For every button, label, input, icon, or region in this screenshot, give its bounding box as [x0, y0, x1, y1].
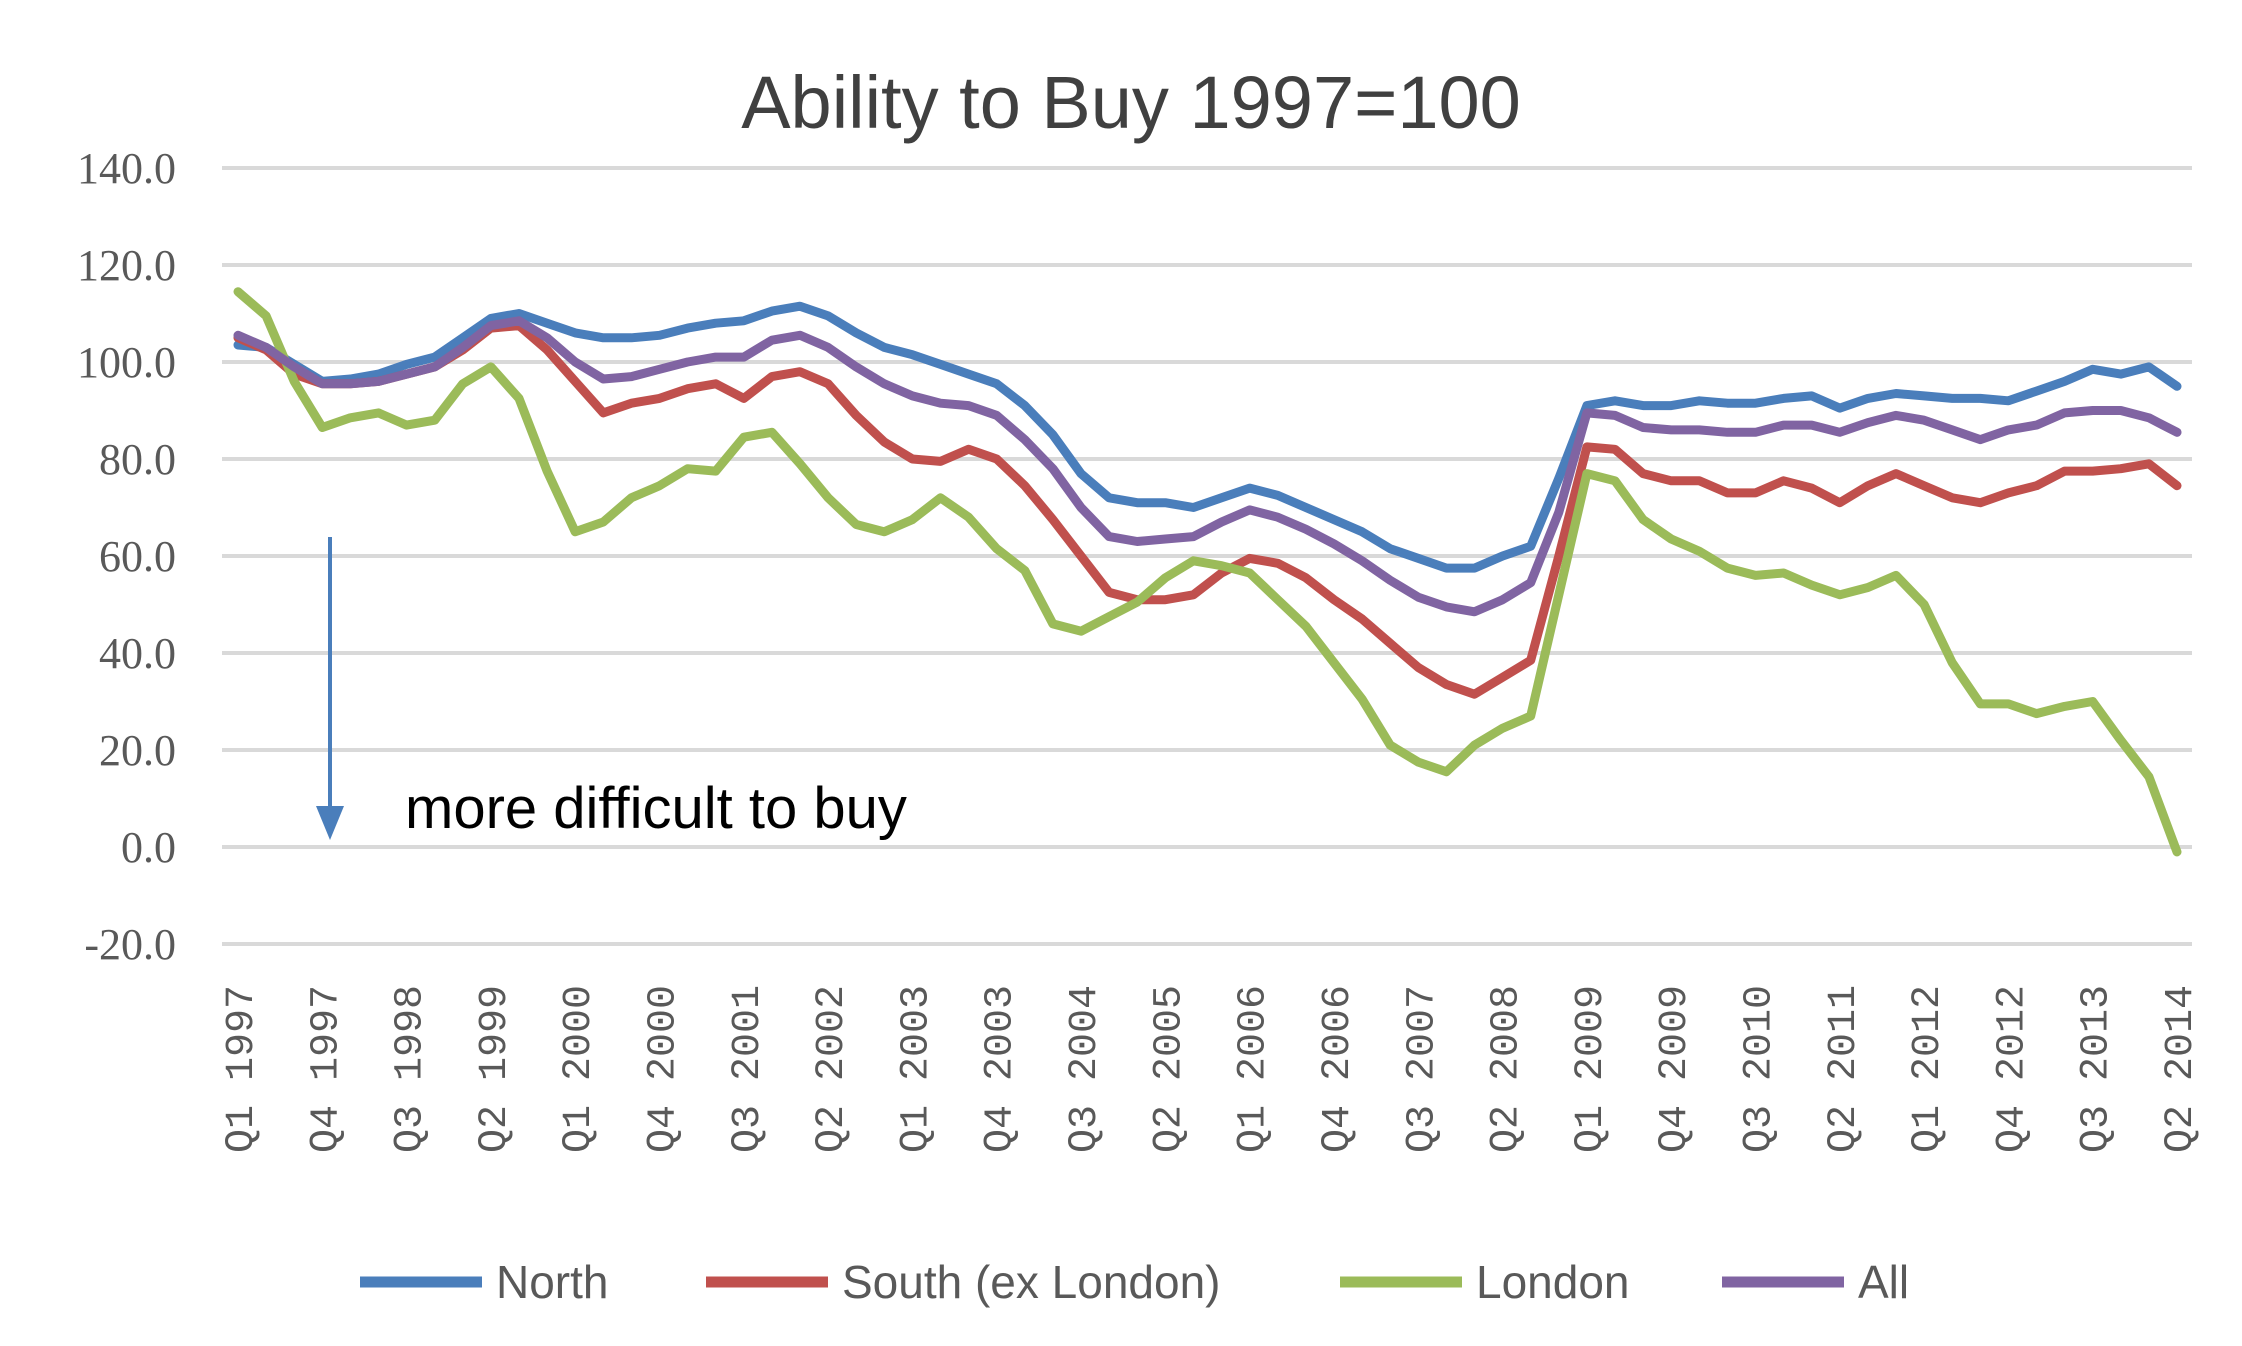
- x-axis: Q1 1997 Q4 1997 Q3 1998 Q2 1999 Q1 2000 Q4 20…: [220, 985, 2204, 1153]
- x-tick-label: Q4 2006: [1316, 985, 1361, 1153]
- legend-label: All: [1858, 1256, 1909, 1308]
- annotation-text: more difficult to buy: [405, 776, 907, 841]
- x-tick-label: Q2 1999: [473, 985, 518, 1153]
- chart-title: Ability to Buy 1997=100: [741, 61, 1521, 144]
- legend: North South (ex London) London All: [360, 1256, 1909, 1308]
- y-tick-label: 80.0: [99, 435, 176, 484]
- x-tick-label: Q4 2009: [1653, 985, 1698, 1153]
- series-line-london: [233, 287, 2182, 857]
- x-tick-label: Q3 2007: [1400, 985, 1445, 1153]
- x-tick-label: Q1 1997: [220, 985, 265, 1153]
- legend-label: South (ex London): [842, 1256, 1221, 1308]
- legend-item: North: [360, 1256, 608, 1308]
- y-tick-label: 120.0: [77, 241, 176, 290]
- x-tick-label: Q2 2005: [1147, 985, 1192, 1153]
- grid-layer: [222, 166, 2192, 946]
- x-tick-label: Q3 2010: [1737, 985, 1782, 1153]
- x-tick-label: Q3 2004: [1063, 985, 1108, 1153]
- x-tick-label: Q3 2013: [2075, 985, 2120, 1153]
- arrowhead-icon: [316, 806, 344, 840]
- x-tick-label: Q4 1997: [304, 985, 349, 1153]
- x-tick-label: Q1 2009: [1569, 985, 1614, 1153]
- y-tick-label: -20.0: [84, 920, 176, 969]
- legend-item: All: [1722, 1256, 1909, 1308]
- legend-item: London: [1340, 1256, 1630, 1308]
- x-tick-label: Q4 2012: [1990, 985, 2035, 1153]
- y-tick-label: 40.0: [99, 629, 176, 678]
- x-tick-label: Q2 2014: [2159, 985, 2204, 1153]
- y-tick-label: 0.0: [121, 823, 176, 872]
- y-tick-label: 20.0: [99, 726, 176, 775]
- x-tick-label: Q2 2002: [810, 985, 855, 1153]
- x-tick-label: Q1 2003: [894, 985, 939, 1153]
- legend-item: South (ex London): [706, 1256, 1221, 1308]
- x-tick-label: Q2 2011: [1822, 985, 1867, 1153]
- series-line-south-ex-london: [233, 321, 2182, 699]
- series-layer: [233, 287, 2182, 857]
- x-tick-label: Q3 2001: [726, 985, 771, 1153]
- series-line-all: [233, 316, 2182, 617]
- series-line-north: [233, 301, 2182, 573]
- x-tick-label: Q3 1998: [389, 985, 434, 1153]
- x-tick-label: Q2 2008: [1485, 985, 1530, 1153]
- legend-label: North: [496, 1256, 608, 1308]
- x-tick-label: Q4 2000: [642, 985, 687, 1153]
- legend-label: London: [1476, 1256, 1630, 1308]
- x-tick-label: Q1 2006: [1232, 985, 1277, 1153]
- y-tick-label: 60.0: [99, 532, 176, 581]
- x-tick-label: Q4 2003: [979, 985, 1024, 1153]
- y-tick-label: 100.0: [77, 338, 176, 387]
- x-tick-label: Q1 2012: [1906, 985, 1951, 1153]
- y-tick-label: 140.0: [77, 144, 176, 193]
- y-axis: 140.0 120.0 100.0 80.0 60.0 40.0 20.0 0.0 -20.0: [77, 144, 176, 969]
- x-tick-label: Q1 2000: [557, 985, 602, 1153]
- annotation: more difficult to buy: [316, 537, 907, 841]
